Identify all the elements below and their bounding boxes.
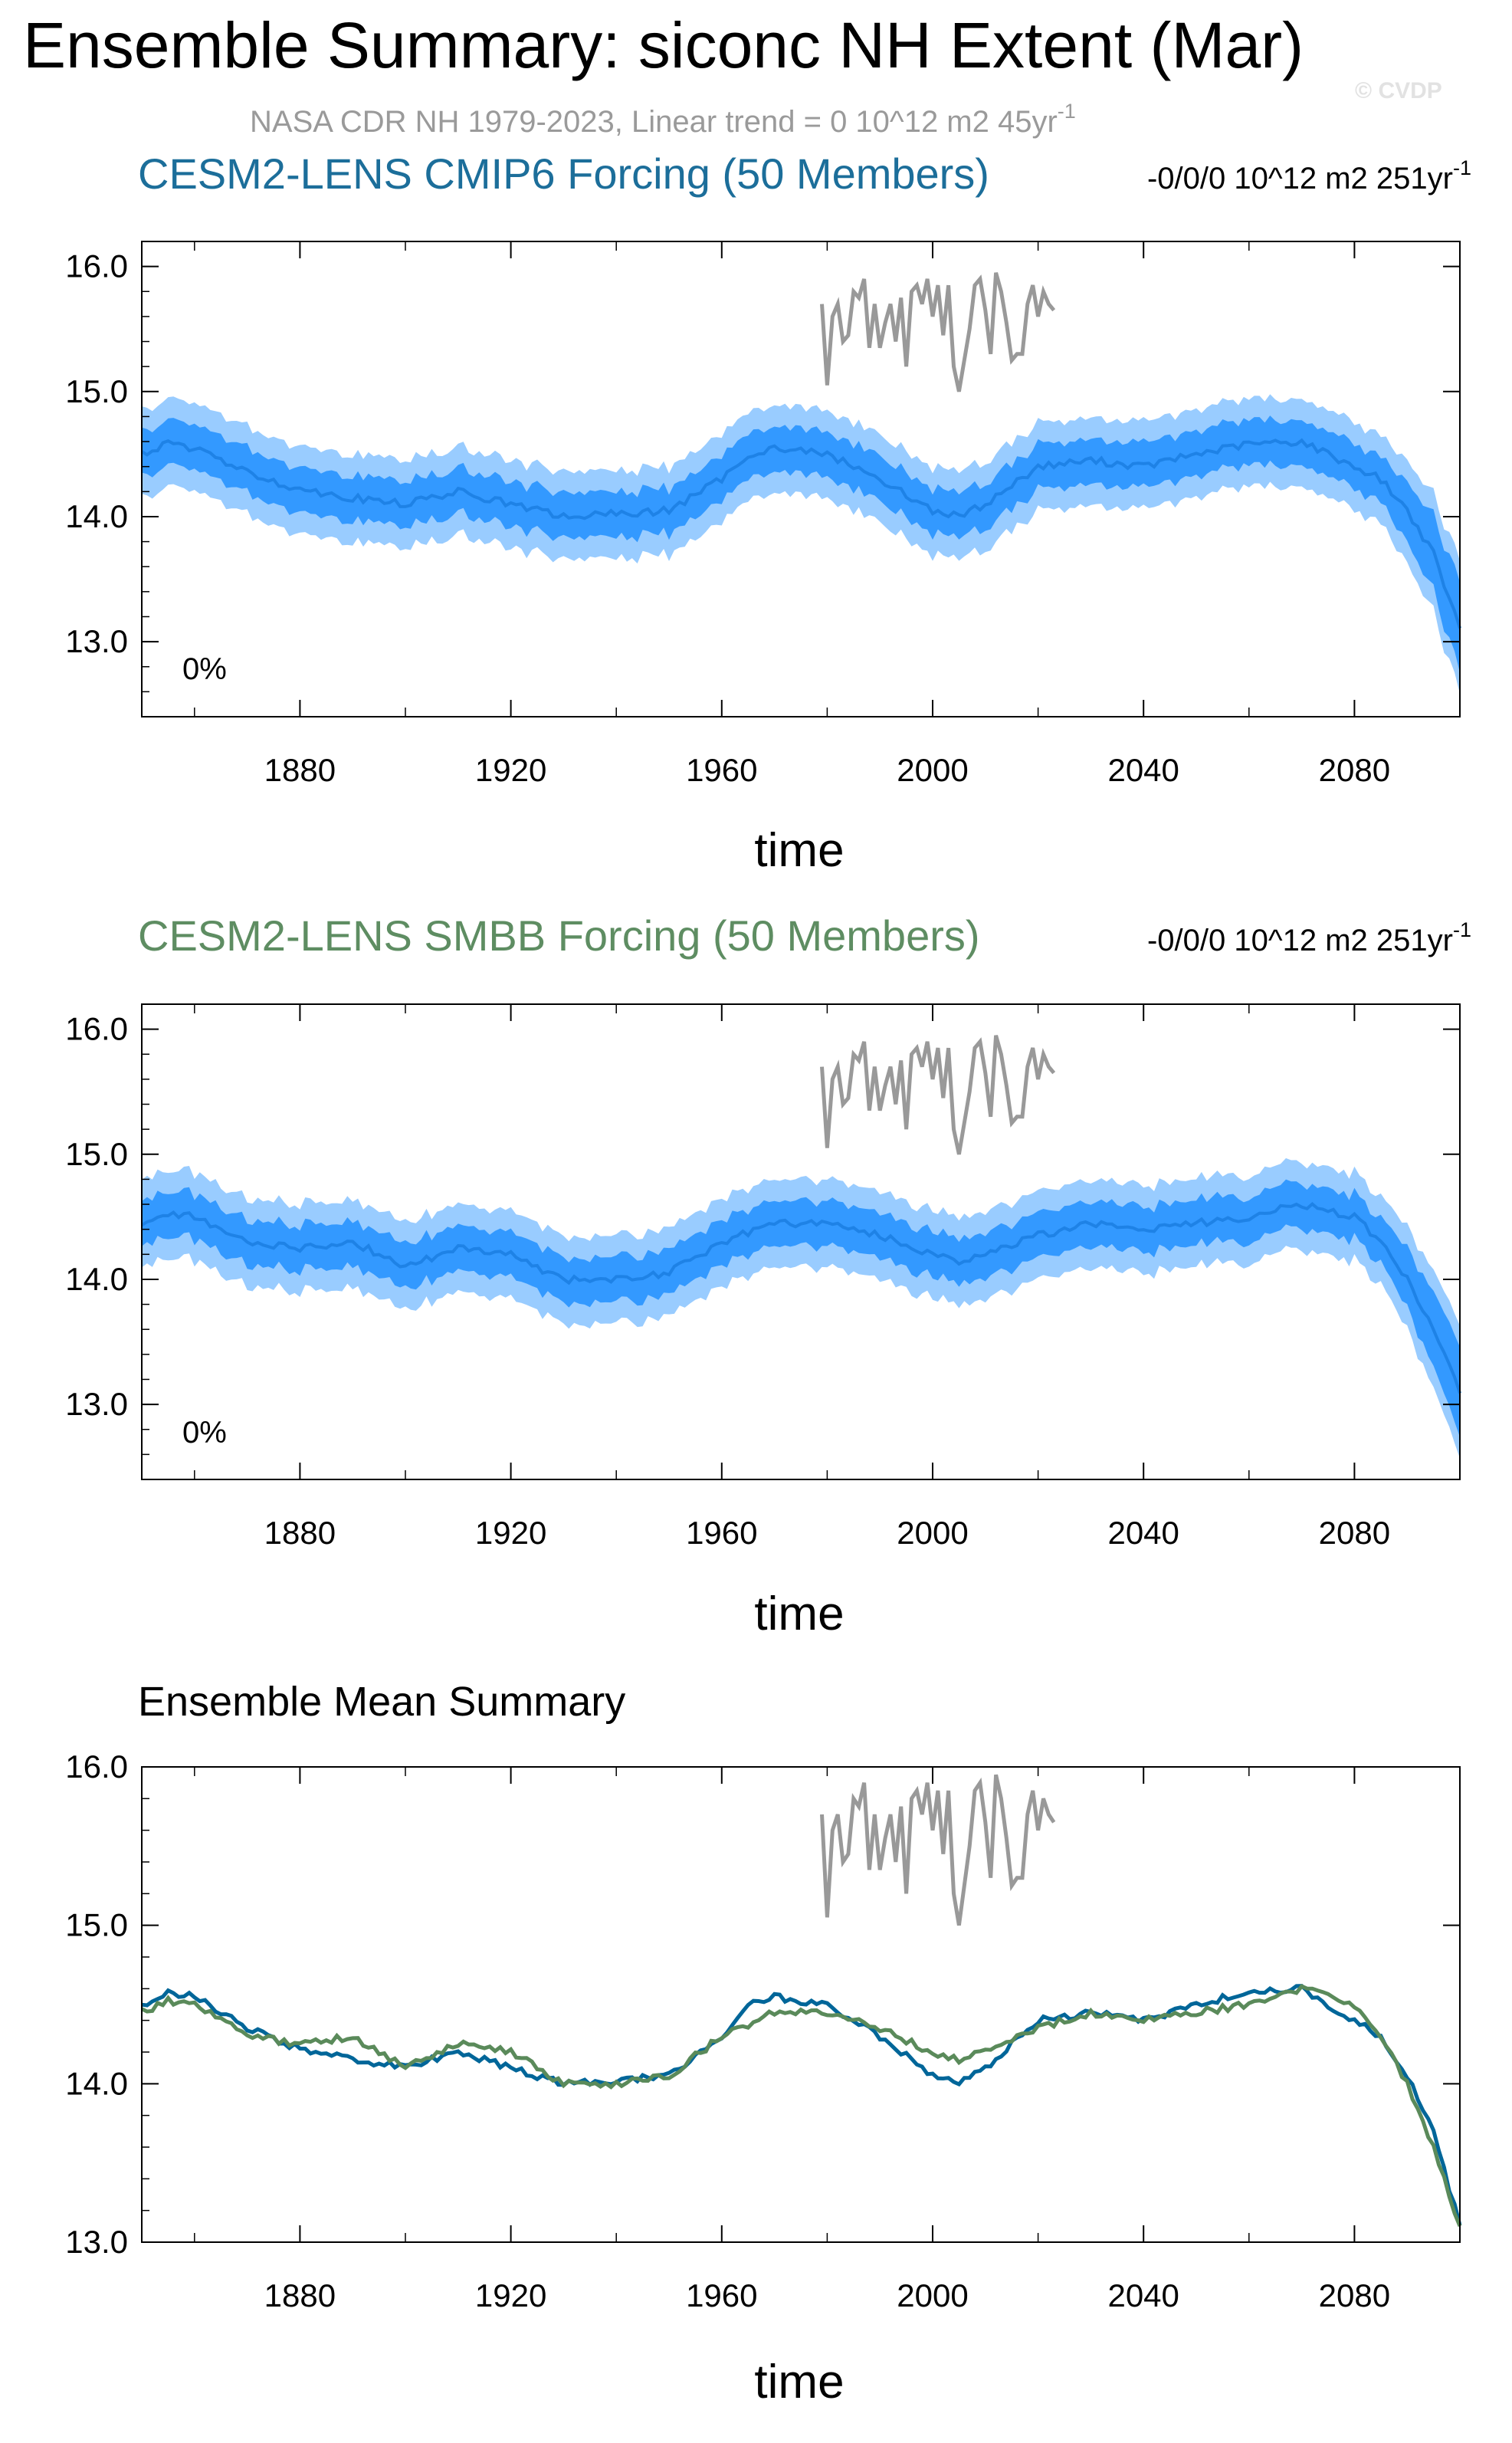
panel-title-ensemble-mean: Ensemble Mean Summary [138, 1679, 625, 1725]
plot-frame [141, 1003, 1461, 1480]
plot-area-cmip6: 13.0 14.0 15.0 16.0 1880 1920 1960 2000 2040 2080 [65, 241, 1461, 788]
y-tick-label: 13.0 [65, 623, 128, 659]
x-tick-label: 1880 [264, 1515, 336, 1551]
series-line-smbb [140, 1984, 1462, 2227]
panel-title-cmip6: CESM2-LENS CMIP6 Forcing (50 Members) [138, 149, 989, 198]
trend-text-smbb: -0/0/0 10^12 m2 251yr [1147, 924, 1453, 957]
ensemble-range-band-inner [142, 1179, 1460, 1437]
cvdp-watermark: © CVDP [1355, 78, 1442, 103]
subtitle-superscript: -1 [1058, 100, 1076, 123]
plot-frame [141, 241, 1461, 717]
trend-label-cmip6: -0/0/0 10^12 m2 251yr-1 [1147, 156, 1471, 195]
x-tick-label: 2080 [1319, 2277, 1390, 2313]
ensemble-mean-line [140, 438, 1461, 629]
observed-line [820, 1035, 1056, 1155]
trend-label-smbb: -0/0/0 10^12 m2 251yr-1 [1147, 918, 1471, 957]
y-tick-label: 15.0 [65, 1136, 128, 1172]
x-axis-label-cmip6: time [754, 824, 844, 877]
y-tick-label: 16.0 [65, 1749, 128, 1785]
y-tick-label: 14.0 [65, 2065, 128, 2101]
x-tick-label: 2000 [897, 752, 968, 788]
chart-panel-cmip6: CESM2-LENS CMIP6 Forcing (50 Members) -0… [65, 149, 1471, 877]
subtitle-text: NASA CDR NH 1979-2023, Linear trend = 0 … [250, 105, 1058, 139]
trend-superscript-smbb: -1 [1453, 918, 1471, 941]
series-line-cmip6 [141, 1984, 1462, 2226]
x-tick-label: 2040 [1107, 2277, 1179, 2313]
panel-title-smbb: CESM2-LENS SMBB Forcing (50 Members) [138, 911, 980, 960]
x-tick-label: 2080 [1319, 1515, 1390, 1551]
percent-label-cmip6: 0% [182, 652, 227, 686]
y-tick-label: 15.0 [65, 1907, 128, 1943]
chart-panel-ensemble-mean: Ensemble Mean Summary 13.0 14.0 15.0 16.0 18… [65, 1679, 1462, 2409]
x-tick-label: 2040 [1107, 752, 1179, 788]
x-axis-label-smbb: time [754, 1588, 844, 1640]
x-tick-label: 1960 [686, 1515, 757, 1551]
x-tick-label: 2000 [897, 2277, 968, 2313]
y-tick-label: 13.0 [65, 1386, 128, 1422]
x-tick-label: 1920 [475, 1515, 546, 1551]
observed-line [820, 272, 1056, 392]
y-tick-label: 13.0 [65, 2224, 128, 2260]
y-tick-label: 16.0 [65, 248, 128, 284]
ensemble-mean-line [140, 1201, 1461, 1394]
y-tick-label: 15.0 [65, 373, 128, 409]
x-tick-label: 1960 [686, 752, 757, 788]
figure-title: Ensemble Summary: siconc NH Extent (Mar) [23, 9, 1304, 81]
x-tick-label: 1960 [686, 2277, 757, 2313]
x-tick-label: 1880 [264, 2277, 336, 2313]
trend-superscript-cmip6: -1 [1453, 156, 1471, 179]
x-tick-label: 2080 [1319, 752, 1390, 788]
x-tick-label: 2040 [1107, 1515, 1179, 1551]
chart-panel-smbb: CESM2-LENS SMBB Forcing (50 Members) -0/… [65, 911, 1471, 1640]
y-tick-label: 14.0 [65, 498, 128, 534]
x-tick-label: 1880 [264, 752, 336, 788]
x-tick-label: 2000 [897, 1515, 968, 1551]
trend-text-cmip6: -0/0/0 10^12 m2 251yr [1147, 162, 1453, 195]
plot-area-ensemble-mean: 13.0 14.0 15.0 16.0 1880 1920 1960 2000 2040 2080 [65, 1749, 1462, 2313]
x-tick-label: 1920 [475, 752, 546, 788]
plot-area-smbb: 13.0 14.0 15.0 16.0 1880 1920 1960 2000 2040 2080 [65, 1003, 1461, 1551]
y-tick-label: 14.0 [65, 1261, 128, 1297]
observed-line [820, 1774, 1056, 1926]
percent-label-smbb: 0% [182, 1416, 227, 1450]
y-tick-label: 16.0 [65, 1011, 128, 1047]
x-tick-label: 1920 [475, 2277, 546, 2313]
figure-subtitle: NASA CDR NH 1979-2023, Linear trend = 0 … [250, 100, 1076, 139]
x-axis-label-ensemble-mean: time [754, 2356, 844, 2409]
ensemble-range-band-inner [142, 415, 1460, 673]
plot-frame [141, 1766, 1461, 2243]
